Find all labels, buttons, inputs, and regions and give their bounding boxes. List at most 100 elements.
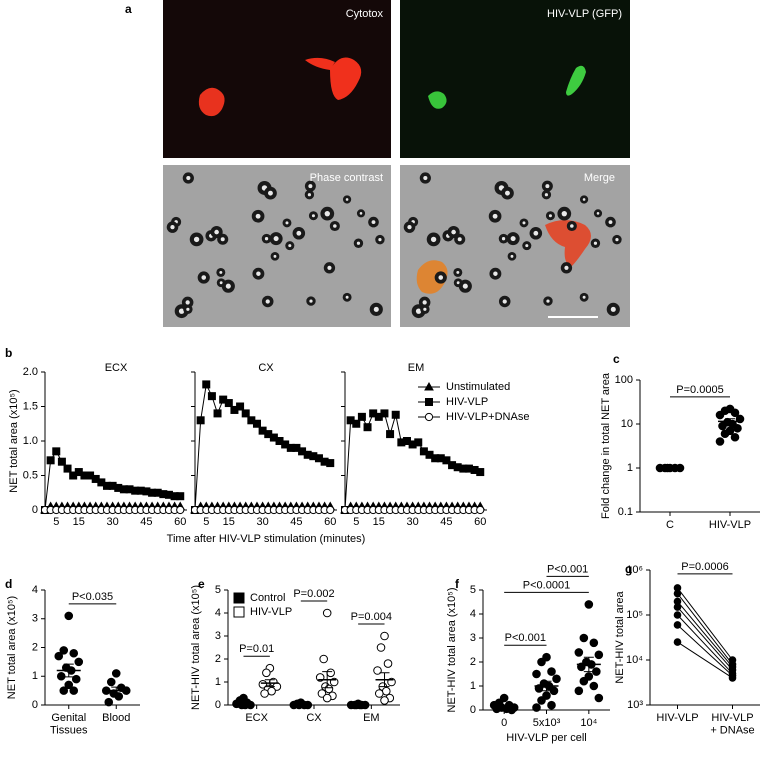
image-gfp <box>400 0 630 158</box>
cell-core <box>582 198 586 201</box>
cell-core <box>296 230 302 236</box>
point <box>673 589 682 598</box>
x-tick-label: HIV-VLP <box>656 712 698 724</box>
cell-core <box>462 283 468 289</box>
cell-core <box>186 175 191 181</box>
point <box>673 611 682 619</box>
y-tick-label: 3 <box>32 613 38 625</box>
x-tick-label: ECX <box>245 712 268 724</box>
y-tick-label: 3 <box>215 630 221 642</box>
y-tick-label: 4 <box>470 608 476 620</box>
cell-core <box>525 244 529 248</box>
point <box>383 659 393 668</box>
x-tick-label: C <box>666 519 674 531</box>
cell-core <box>273 254 277 258</box>
legend-swatch <box>233 592 245 604</box>
p-value: P=0.01 <box>239 643 274 655</box>
p-value: P=0.0006 <box>681 561 728 573</box>
marker <box>176 492 185 501</box>
y-axis-label: NET-HIV total area <box>614 590 626 683</box>
x-tick-label: 30 <box>406 516 418 528</box>
point <box>579 633 589 643</box>
point <box>373 666 382 675</box>
cell-core <box>201 275 207 280</box>
point <box>267 686 276 696</box>
y-tick-label: 0.5 <box>23 469 38 481</box>
p-value: P<0.001 <box>505 632 546 644</box>
pair-line <box>677 593 733 665</box>
cell-core <box>456 270 460 274</box>
point <box>673 603 682 611</box>
legend-label: HIV-VLP <box>446 396 488 408</box>
point <box>547 667 556 676</box>
cell-core <box>422 300 427 305</box>
image-phase <box>163 165 391 327</box>
x-tick-label: 45 <box>140 516 152 528</box>
y-tick-label: 0 <box>470 704 476 716</box>
point <box>594 693 604 703</box>
cell-core <box>430 236 437 243</box>
cell-core <box>265 299 270 304</box>
panel-letter: f <box>455 577 460 591</box>
error-bar <box>238 701 249 705</box>
y-tick-label: 2 <box>215 653 221 665</box>
y-tick-label: 0 <box>32 699 38 711</box>
cell-green <box>428 91 447 109</box>
error-bar <box>295 703 306 706</box>
panel-letter: b <box>5 346 12 360</box>
x-tick-label: 45 <box>290 516 302 528</box>
point <box>381 686 391 696</box>
cell-core <box>451 229 456 235</box>
point <box>584 600 594 609</box>
marker <box>380 409 389 418</box>
point <box>317 689 327 698</box>
cell-core <box>564 265 569 270</box>
point <box>374 689 384 698</box>
panel-letter: d <box>5 577 12 591</box>
point <box>59 686 69 695</box>
point <box>532 703 541 712</box>
cell-core <box>505 190 510 196</box>
point <box>380 631 389 641</box>
x-axis-label: HIV-VLP per cell <box>506 732 587 744</box>
point <box>537 657 546 667</box>
micrographs <box>163 0 630 327</box>
cell-core <box>264 237 269 241</box>
p-value: P=0.004 <box>351 611 392 623</box>
x-tick-label: 60 <box>474 516 486 528</box>
panel-letter: c <box>613 352 620 366</box>
x-tick-label: 15 <box>373 516 385 528</box>
error-bar <box>541 680 552 692</box>
x-tick-label: 10⁴ <box>580 717 597 729</box>
cell-core <box>546 299 550 303</box>
x-tick-label: 5 <box>53 516 59 528</box>
pair-line <box>677 601 733 668</box>
cell-core <box>307 193 311 197</box>
point <box>322 608 332 618</box>
marker <box>236 402 245 411</box>
cell-merge <box>416 260 448 294</box>
y-tick-label: 2.0 <box>23 366 38 378</box>
cell-core <box>288 244 292 248</box>
cell-core <box>493 271 498 276</box>
x-tick-label: 30 <box>256 516 268 528</box>
cell-core <box>378 238 382 242</box>
cell-core <box>285 221 289 225</box>
marker <box>202 380 211 389</box>
pair-line <box>677 614 733 674</box>
point <box>579 676 589 686</box>
point <box>673 638 682 646</box>
marker <box>476 468 485 477</box>
cell-core <box>593 241 598 245</box>
x-tick-label: 5 <box>353 516 359 528</box>
marker <box>241 409 250 418</box>
cell-core <box>610 306 616 312</box>
point <box>718 421 727 431</box>
point <box>111 669 121 678</box>
cell-core <box>423 307 427 311</box>
error-bar <box>499 704 510 709</box>
y-tick-label: 100 <box>615 374 633 386</box>
marker <box>414 438 423 447</box>
point <box>730 408 740 418</box>
cell-core <box>570 224 574 228</box>
